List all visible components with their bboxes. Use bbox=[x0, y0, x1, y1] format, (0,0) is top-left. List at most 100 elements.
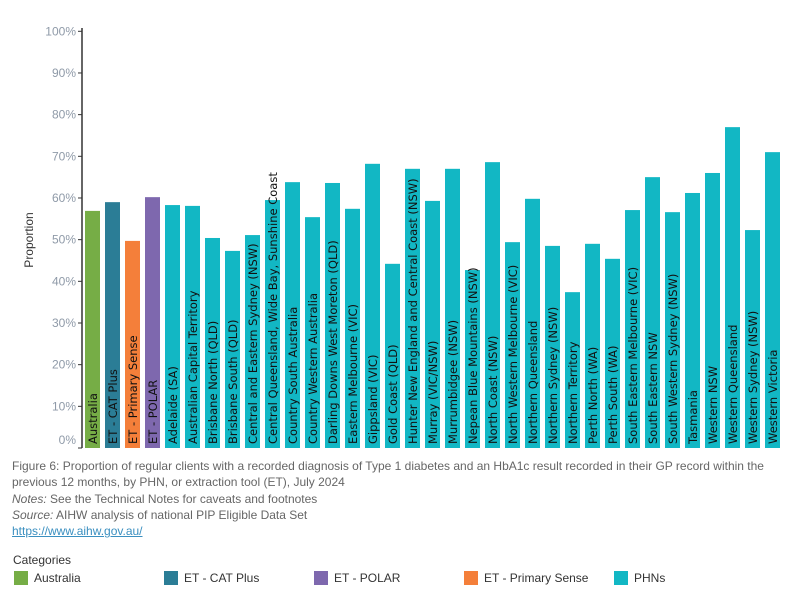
bar-category-label: Murray (VIC/NSW) bbox=[426, 341, 440, 444]
bar[interactable] bbox=[685, 192, 700, 448]
y-axis-label: Proportion bbox=[22, 212, 36, 267]
legend-item-phns[interactable]: PHNs bbox=[614, 571, 665, 585]
legend-title: Categories bbox=[13, 553, 72, 567]
figure-caption: Figure 6: Proportion of regular clients … bbox=[12, 458, 797, 539]
bar[interactable] bbox=[645, 177, 660, 448]
y-tick-label: 80% bbox=[52, 108, 76, 122]
y-tick-label: 70% bbox=[52, 149, 76, 163]
bars: Australia ET - CAT Plus ET - Primary Sense… bbox=[85, 127, 780, 449]
y-tick-label: 100% bbox=[45, 24, 76, 38]
legend-swatch bbox=[464, 571, 478, 585]
bar-category-label: Brisbane North (QLD) bbox=[206, 321, 220, 444]
bar[interactable] bbox=[125, 240, 140, 448]
bar-category-label: Gold Coast (QLD) bbox=[386, 344, 400, 444]
bar[interactable] bbox=[465, 270, 480, 448]
bar-category-label: Western Sydney (NSW) bbox=[746, 311, 760, 444]
bar[interactable] bbox=[225, 250, 240, 448]
bar[interactable] bbox=[105, 202, 120, 448]
bar-category-label: Murrumbidgee (NSW) bbox=[446, 320, 460, 444]
bar-category-label: Gippsland (VIC) bbox=[366, 355, 380, 444]
bar[interactable] bbox=[265, 200, 280, 448]
bar[interactable] bbox=[745, 230, 760, 448]
bar[interactable] bbox=[545, 245, 560, 448]
bar-category-label: ET - CAT Plus bbox=[106, 369, 120, 444]
legend-swatch bbox=[614, 571, 628, 585]
bar[interactable] bbox=[565, 292, 580, 448]
bar[interactable] bbox=[765, 152, 780, 448]
legend-swatch bbox=[164, 571, 178, 585]
bar[interactable] bbox=[205, 237, 220, 448]
bar-category-label: Tasmania bbox=[686, 390, 700, 445]
y-tick-label: 10% bbox=[52, 399, 76, 413]
bar[interactable] bbox=[365, 163, 380, 448]
bar[interactable] bbox=[665, 212, 680, 448]
legend-swatch bbox=[14, 571, 28, 585]
bar[interactable] bbox=[245, 235, 260, 448]
bar[interactable] bbox=[585, 243, 600, 448]
bar-category-label: Northern Territory bbox=[566, 341, 580, 444]
bar-category-label: Nepean Blue Mountains (NSW) bbox=[466, 267, 480, 444]
caption-source: Source: AIHW analysis of national PIP El… bbox=[12, 507, 308, 522]
bar[interactable] bbox=[185, 205, 200, 448]
y-tick-label: 40% bbox=[52, 274, 76, 288]
bar-category-label: Hunter New England and Central Coast (NS… bbox=[406, 178, 420, 444]
bar[interactable] bbox=[325, 182, 340, 448]
y-tick-label: 90% bbox=[52, 66, 76, 80]
bar-category-label: Central and Eastern Sydney (NSW) bbox=[246, 243, 260, 444]
legend-item-primary-sense[interactable]: ET - Primary Sense bbox=[464, 571, 588, 585]
bar[interactable] bbox=[485, 162, 500, 448]
bar-category-label: South Eastern Melbourne (VIC) bbox=[626, 267, 640, 444]
bar[interactable] bbox=[525, 198, 540, 448]
bar[interactable] bbox=[425, 200, 440, 448]
y-tick-label: 50% bbox=[52, 233, 76, 247]
bar[interactable] bbox=[305, 217, 320, 448]
bar[interactable] bbox=[145, 197, 160, 448]
bar-category-label: ET - POLAR bbox=[146, 380, 160, 444]
bar-category-label: Perth North (WA) bbox=[586, 347, 600, 444]
bar-category-label: Perth South (WA) bbox=[606, 346, 620, 444]
bar[interactable] bbox=[505, 242, 520, 448]
bar-category-label: Country South Australia bbox=[286, 307, 300, 444]
bar-category-label: Western Victoria bbox=[766, 350, 780, 444]
y-axis: 0% 10% 20% 30% 40% 50% 60% 70% 80% 90% 100% bbox=[45, 24, 83, 449]
bar-chart: 0% 10% 20% 30% 40% 50% 60% 70% 80% 90% 100% Propor… bbox=[22, 24, 780, 449]
bar[interactable] bbox=[285, 182, 300, 449]
bar[interactable] bbox=[705, 172, 720, 448]
bar-category-label: Australian Capital Territory bbox=[186, 290, 200, 444]
legend-item-polar[interactable]: ET - POLAR bbox=[314, 571, 400, 585]
legend-item-cat-plus[interactable]: ET - CAT Plus bbox=[164, 571, 259, 585]
bar[interactable] bbox=[385, 263, 400, 448]
bar-category-label: North Coast (NSW) bbox=[486, 336, 500, 444]
bar-category-label: Eastern Melbourne (VIC) bbox=[346, 304, 360, 444]
bar-category-label: Country Western Australia bbox=[306, 293, 320, 444]
bar-category-label: Western NSW bbox=[706, 366, 720, 444]
legend-item-australia[interactable]: Australia bbox=[14, 571, 81, 585]
legend-swatch bbox=[314, 571, 328, 585]
bar-category-label: Western Queensland bbox=[726, 325, 740, 444]
bar[interactable] bbox=[625, 210, 640, 448]
y-tick-label: 60% bbox=[52, 191, 76, 205]
bar-category-label: Northern Queensland bbox=[526, 321, 540, 444]
bar[interactable] bbox=[345, 208, 360, 448]
bar[interactable] bbox=[725, 127, 740, 449]
bar[interactable] bbox=[405, 168, 420, 448]
bar[interactable] bbox=[445, 168, 460, 448]
caption-title: Figure 6: Proportion of regular clients … bbox=[12, 459, 764, 490]
bar-category-label: Australia bbox=[86, 393, 100, 444]
bar-category-label: Adelaide (SA) bbox=[166, 366, 180, 444]
bar-category-label: Northern Sydney (NSW) bbox=[546, 307, 560, 444]
bar[interactable] bbox=[165, 205, 180, 448]
caption-notes: Notes: See the Technical Notes for cavea… bbox=[12, 491, 318, 506]
bar-category-label: South Western Sydney (NSW) bbox=[666, 274, 680, 444]
y-tick-label: 30% bbox=[52, 316, 76, 330]
bar-category-label: Central Queensland, Wide Bay, Sunshine C… bbox=[266, 172, 280, 444]
bar[interactable] bbox=[85, 210, 100, 448]
y-tick-label: 20% bbox=[52, 358, 76, 372]
bar[interactable] bbox=[605, 258, 620, 448]
y-tick-label: 0% bbox=[59, 433, 77, 447]
aihw-link[interactable]: https://www.aihw.gov.au/ bbox=[12, 524, 143, 539]
bar-category-label: Brisbane South (QLD) bbox=[226, 319, 240, 444]
bar-category-label: ET - Primary Sense bbox=[126, 335, 140, 444]
bar-category-label: Darling Downs West Moreton (QLD) bbox=[326, 240, 340, 444]
bar-category-label: North Western Melbourne (VIC) bbox=[506, 265, 520, 444]
